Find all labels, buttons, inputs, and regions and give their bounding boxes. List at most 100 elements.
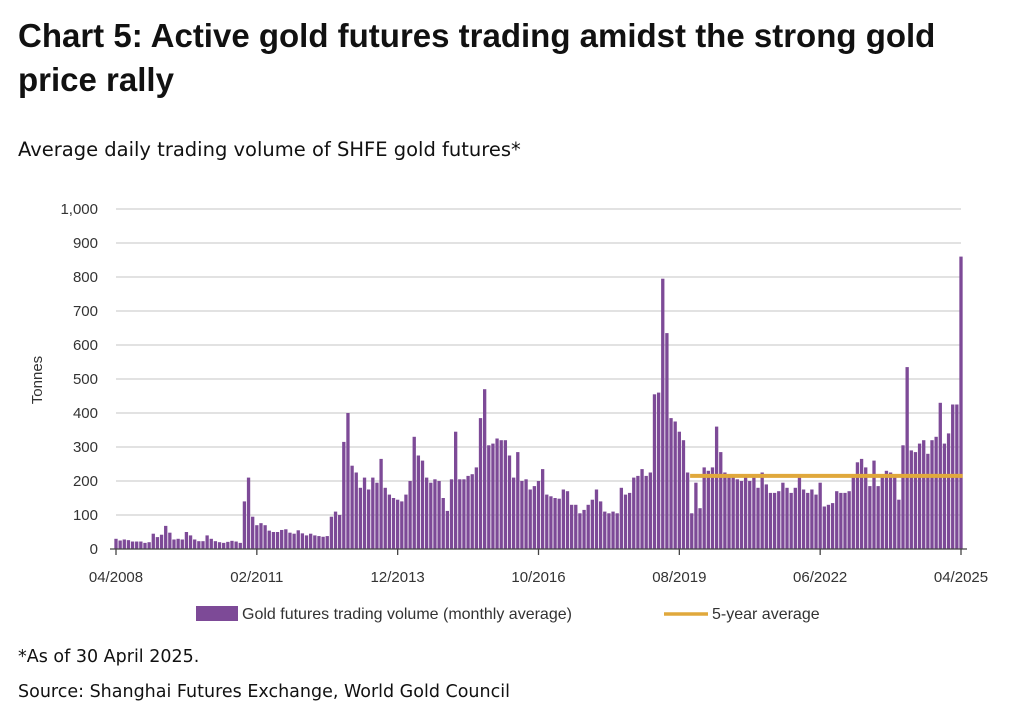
- volume-bar: [304, 535, 309, 549]
- volume-bar: [884, 470, 889, 549]
- volume-bar: [325, 536, 329, 549]
- volume-bar: [859, 458, 864, 549]
- volume-bar: [184, 532, 189, 549]
- volume-bar: [855, 462, 860, 549]
- volume-bar: [764, 484, 768, 549]
- volume-bar: [346, 413, 350, 549]
- volume-bar: [636, 475, 640, 549]
- x-tick-label: 04/2008: [89, 569, 143, 586]
- volume-bar: [425, 477, 429, 549]
- volume-bar: [114, 538, 118, 549]
- y-tick-label: 600: [73, 337, 98, 354]
- volume-bar: [412, 436, 416, 549]
- volume-bar: [723, 472, 727, 549]
- y-tick-label: 400: [73, 405, 98, 422]
- volume-bar: [524, 479, 528, 549]
- volume-bar: [549, 496, 553, 549]
- volume-bar: [135, 541, 139, 549]
- volume-bar: [619, 487, 623, 549]
- source-note: Source: Shanghai Futures Exchange, World…: [18, 682, 510, 702]
- volume-bar: [462, 479, 466, 549]
- volume-bar: [259, 523, 263, 549]
- volume-bar: [379, 458, 383, 549]
- volume-bar: [880, 475, 884, 549]
- volume-bar: [739, 481, 744, 549]
- volume-bar: [777, 491, 781, 549]
- volume-bar: [748, 481, 752, 549]
- volume-bar: [470, 474, 474, 549]
- x-tick-label: 06/2022: [793, 569, 847, 586]
- volume-bar: [926, 453, 930, 549]
- volume-bar: [321, 536, 325, 549]
- volume-bar: [959, 256, 963, 549]
- volume-bar: [669, 418, 673, 549]
- volume-bar: [806, 492, 810, 549]
- volume-bar: [288, 532, 292, 549]
- volume-bar: [822, 506, 826, 549]
- volume-bar: [246, 477, 251, 549]
- volume-bar: [164, 525, 168, 549]
- volume-bar: [710, 467, 715, 549]
- volume-bar: [561, 489, 566, 549]
- volume-bar: [690, 513, 694, 549]
- volume-bar: [694, 482, 698, 549]
- volume-bar: [569, 504, 574, 549]
- volume-bar: [159, 534, 164, 549]
- volume-bar: [147, 542, 151, 549]
- volume-bar: [441, 498, 445, 549]
- volume-bar: [404, 494, 408, 549]
- volume-bar: [213, 541, 218, 549]
- y-tick-label: 500: [73, 371, 98, 388]
- volume-bar: [354, 472, 358, 549]
- volume-bar: [284, 529, 288, 549]
- volume-bar: [528, 489, 532, 549]
- volume-bar: [205, 535, 209, 549]
- volume-bar: [342, 441, 346, 549]
- volume-bar: [864, 467, 868, 549]
- y-tick-label: 100: [73, 507, 98, 524]
- volume-bar: [429, 482, 433, 549]
- volume-bar: [814, 494, 818, 549]
- volume-bar: [416, 455, 421, 549]
- volume-bar: [313, 535, 317, 549]
- chart-subtitle: Average daily trading volume of SHFE gol…: [18, 138, 521, 161]
- volume-bar: [188, 535, 193, 549]
- volume-bar: [458, 479, 462, 549]
- volume-bar: [503, 440, 508, 549]
- volume-bar: [516, 452, 520, 549]
- volume-bar: [333, 511, 338, 549]
- volume-bar: [839, 492, 843, 549]
- volume-bar: [648, 472, 652, 549]
- volume-bar: [785, 487, 789, 549]
- x-axis: 04/2008 02/2011 12/2013 10/2016 08/2019 06/20…: [89, 548, 988, 586]
- volume-bar: [226, 541, 230, 549]
- y-tick-label: 1,000: [60, 201, 98, 218]
- volume-bar: [362, 477, 367, 549]
- volume-bar: [371, 477, 375, 549]
- volume-bar: [487, 445, 491, 549]
- volume-bar: [383, 487, 387, 549]
- volume-bar: [251, 516, 255, 549]
- volume-bar: [511, 477, 516, 549]
- y-tick-label: 800: [73, 269, 98, 286]
- y-tick-label: 300: [73, 439, 98, 456]
- volume-bar: [532, 486, 537, 549]
- volume-bar: [507, 455, 512, 549]
- volume-bar: [565, 491, 570, 549]
- volume-bar: [810, 489, 814, 549]
- volume-bar: [826, 504, 831, 549]
- volume-bar: [197, 541, 201, 549]
- volume-bar: [280, 529, 284, 549]
- volume-bar: [271, 532, 276, 549]
- volume-bar: [126, 540, 131, 549]
- volume-bar: [656, 392, 661, 549]
- volume-bar: [872, 460, 876, 549]
- volume-bar: [681, 440, 686, 549]
- volume-bar: [495, 438, 499, 549]
- volume-bar: [437, 481, 441, 549]
- volume-bar: [375, 482, 379, 549]
- volume-bar: [603, 511, 607, 549]
- volume-bar: [217, 542, 222, 549]
- volume-bar: [267, 530, 271, 549]
- volume-bar: [180, 539, 184, 549]
